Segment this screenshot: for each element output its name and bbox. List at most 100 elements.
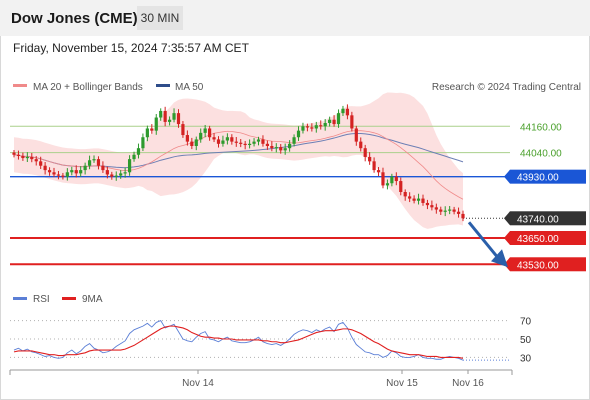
candle-body: [43, 165, 47, 171]
candle-body: [212, 137, 216, 140]
candle-body: [21, 155, 25, 159]
candle-body: [301, 126, 305, 131]
rsi-ma-legend-label: 9MA: [82, 294, 103, 305]
level-label-2: 43930.00: [517, 173, 559, 184]
candle-body: [105, 170, 109, 175]
candle-body: [203, 128, 207, 133]
candle-body: [123, 172, 127, 174]
candle-body: [288, 143, 292, 149]
candle-body: [83, 165, 87, 171]
candle-body: [172, 113, 176, 120]
rsi-tick-label: 30: [520, 353, 532, 364]
rsi-line: [13, 320, 464, 361]
candle-body: [52, 172, 56, 175]
candle-body: [385, 183, 390, 186]
candle-body: [119, 173, 123, 176]
candle-body: [208, 128, 212, 138]
candle-body: [328, 119, 332, 123]
candle-body: [399, 181, 403, 192]
rsi-legend-label: RSI: [33, 294, 50, 305]
candle-body: [252, 141, 256, 144]
rsi-legend-swatch: [13, 297, 27, 300]
time-tick-label: Nov 14: [182, 378, 214, 389]
time-tick-label: Nov 15: [386, 378, 418, 389]
candle-body: [341, 108, 345, 114]
candle-body: [368, 156, 372, 162]
candle-body: [141, 137, 145, 149]
candle-body: [239, 142, 243, 144]
candle-body: [336, 113, 341, 125]
candle-body: [30, 156, 34, 160]
candle-body: [150, 128, 154, 131]
candle-body: [136, 148, 141, 155]
candle-body: [416, 198, 421, 201]
candle-body: [274, 147, 278, 149]
level-label-5: 43530.00: [517, 260, 559, 271]
candle-body: [87, 160, 92, 166]
candle-body: [279, 147, 283, 151]
candle-body: [190, 141, 194, 146]
candle-body: [412, 198, 416, 201]
candle-body: [408, 196, 412, 199]
candle-body: [225, 137, 229, 141]
candle-body: [305, 126, 310, 128]
candle-body: [92, 159, 96, 161]
level-label-4: 43650.00: [517, 234, 559, 245]
time-axis: Nov 14 Nov 15 Nov 16: [9, 369, 513, 389]
candle-body: [101, 165, 105, 171]
time-tick-label: Nov 16: [452, 378, 484, 389]
candle-body: [216, 139, 221, 144]
rsi-legend: RSI 9MA: [13, 294, 103, 305]
timeframe-button[interactable]: 30 MIN: [137, 6, 183, 30]
candle-body: [12, 152, 16, 155]
candle-body: [34, 159, 38, 162]
candle-body: [363, 148, 367, 157]
rsi-tick-label: 70: [520, 317, 532, 328]
candle-body: [56, 174, 61, 176]
ma50-legend-label: MA 50: [175, 82, 204, 93]
candle-body: [176, 113, 181, 125]
price-panel: 44160.00 44040.00 43930.00 43740.00 43650.00…: [10, 92, 586, 272]
candle-body: [47, 170, 52, 173]
candle-body: [39, 161, 43, 166]
candle-body: [110, 174, 114, 177]
level-tag-3: 43740.00: [504, 211, 586, 226]
candle-body: [403, 192, 407, 197]
candle-body: [332, 119, 336, 125]
bollinger-band: [14, 92, 463, 229]
candle-body: [70, 170, 74, 173]
candle-body: [439, 209, 443, 212]
bollinger-legend-swatch: [13, 84, 27, 87]
candle-body: [376, 170, 381, 173]
candle-body: [390, 176, 394, 184]
candle-body: [127, 159, 132, 173]
chart-header: Dow Jones (CME) 30 MIN: [0, 0, 590, 36]
candle-body: [310, 127, 314, 129]
level-label-0: 44160.00: [520, 122, 562, 133]
candle-body: [359, 141, 363, 149]
level-tag-2: 43930.00: [504, 169, 586, 184]
level-badge-pointer-4: [504, 231, 510, 245]
candle-body: [194, 139, 198, 146]
candle-body: [448, 209, 452, 211]
candle-body: [145, 128, 149, 138]
candle-body: [296, 130, 301, 138]
level-badge-5: [510, 257, 586, 272]
candle-body: [381, 172, 385, 186]
candle-body: [394, 176, 398, 182]
candle-body: [61, 175, 65, 177]
candle-body: [372, 161, 376, 171]
candle-body: [443, 210, 447, 212]
candle-body: [243, 143, 247, 146]
candle-body: [154, 117, 158, 131]
level-label-3: 43740.00: [517, 214, 559, 225]
candle-body: [345, 108, 350, 116]
level-tag-0: 44160.00: [520, 122, 562, 133]
candle-body: [230, 137, 234, 142]
level-badge-2: [510, 169, 586, 184]
candle-body: [167, 119, 172, 122]
candle-body: [163, 110, 167, 122]
candles: [12, 104, 465, 222]
level-badge-4: [510, 231, 586, 245]
level-badge-3: [510, 211, 586, 226]
